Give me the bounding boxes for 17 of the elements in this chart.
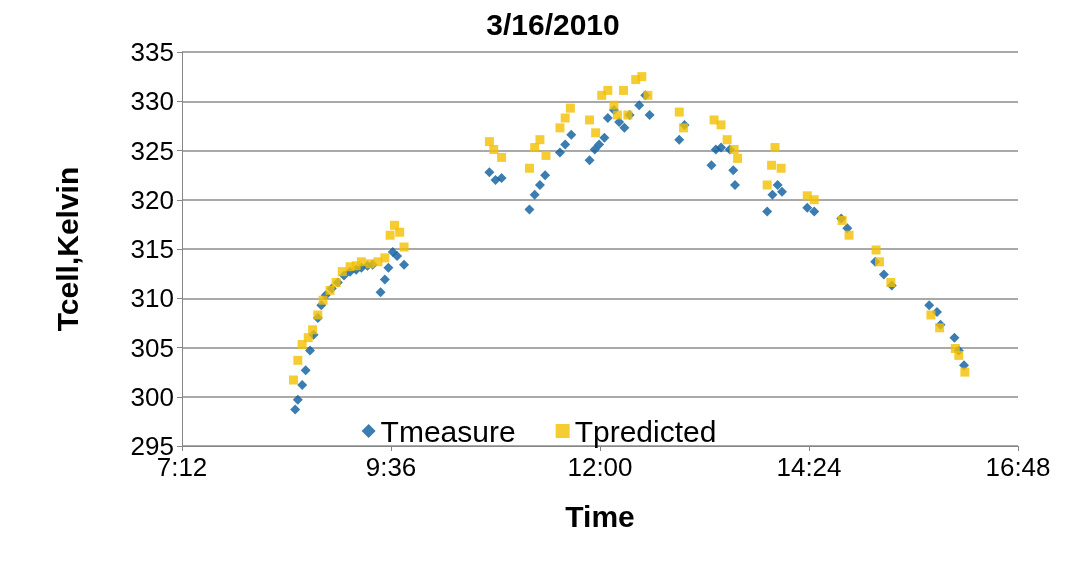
x-axis-title: Time [565, 499, 635, 533]
y-tick-label: 310 [130, 283, 174, 314]
y-tick-label: 330 [130, 86, 174, 117]
y-tick-label: 315 [130, 234, 174, 264]
x-tick-label: 9:36 [365, 452, 417, 482]
x-tick-label: 12:00 [567, 452, 633, 482]
legend-label: Tpredicted [574, 414, 717, 448]
y-tick-label: 320 [130, 184, 174, 215]
y-tick-label: 325 [130, 135, 174, 166]
y-tick-label: 335 [130, 37, 174, 67]
y-tick-label: 305 [130, 332, 174, 363]
y-tick-label: 300 [130, 381, 174, 412]
chart-title: 3/16/2010 [486, 7, 620, 41]
y-axis-title: Tcell,Kelvin [50, 166, 84, 332]
x-tick-label: 16:48 [985, 452, 1051, 482]
x-tick-label: 14:24 [776, 452, 842, 482]
legend-label: Tmeasure [380, 414, 516, 448]
